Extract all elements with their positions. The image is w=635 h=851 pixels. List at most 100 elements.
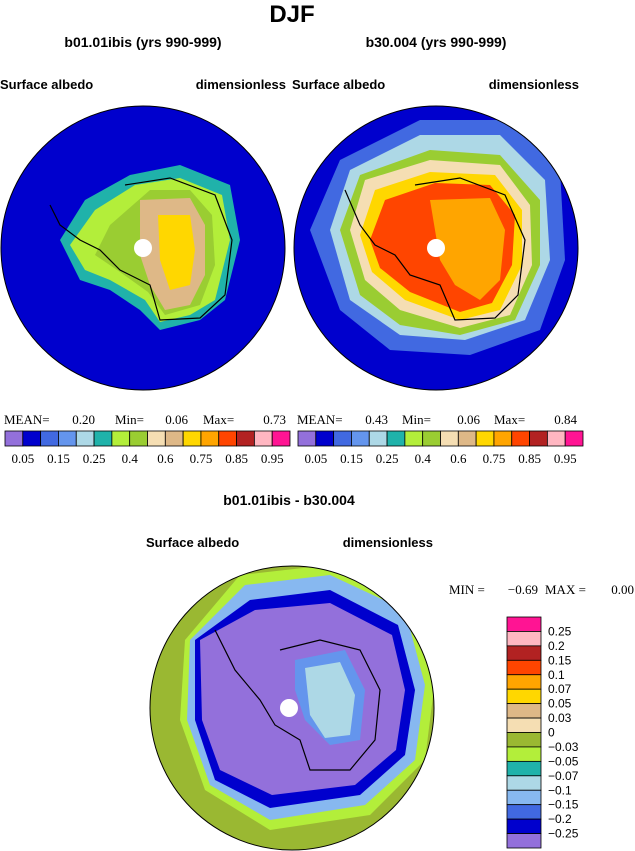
units-label: dimensionless [489,77,579,92]
colorbar-box [40,430,59,447]
stats: MEAN= 0.20 Min= 0.06 Max= 0.73 MEAN= 0.4… [4,412,578,427]
units-label: dimensionless [343,535,433,550]
panel-title: b01.01ibis - b30.004 [223,492,355,508]
colorbar-label: 0.25 [83,451,106,466]
colorbar-label: 0.4 [415,451,432,466]
colorbar-label: 0.85 [518,451,541,466]
colorbar-box [386,430,406,447]
colorbar-label: 0.05 [11,451,34,466]
stat-value: 0.43 [365,412,388,427]
colorbar-box [368,430,388,447]
colorbar-box [297,430,317,447]
colorbar-label: 0.15 [548,653,572,667]
colorbar-box [457,430,477,447]
colorbar-box [506,789,542,806]
colorbar-box [129,430,148,447]
colorbar-box [111,430,131,447]
stat-value: 0.06 [457,412,480,427]
colorbar-label: 0.75 [483,451,506,466]
colorbar-label: 0.75 [190,451,213,466]
stat-label: Min= [115,412,144,427]
stat-label: MAX = [545,582,586,597]
colorbar-box [506,833,542,849]
colorbar-box [506,804,542,820]
stat-label: MEAN= [4,412,50,427]
stat-value: −0.69 [508,582,538,597]
colorbar-label: 0.95 [554,451,577,466]
colorbar-box [404,430,424,447]
colorbar-box [506,703,542,719]
diff-stats: MIN = −0.69 MAX = 0.00 [449,582,634,597]
colorbar-box [475,430,495,447]
colorbar-box [351,430,370,447]
stat-value: 0.20 [72,412,95,427]
colorbar-label: −0.07 [548,769,579,783]
colorbar-box [506,732,542,748]
colorbar-box [236,430,255,447]
colorbar-box [546,430,566,447]
colorbar-box [506,717,542,733]
colorbar-label: 0.05 [304,451,327,466]
stat-value: 0.73 [263,412,286,427]
colorbar-label: 0 [548,726,555,740]
colorbar-box [506,659,542,676]
stat-label: Max= [494,412,525,427]
colorbar-box [506,631,542,647]
panel-title: b30.004 (yrs 990-999) [366,34,507,50]
colorbar-box [506,818,542,834]
stat-label: Max= [203,412,234,427]
colorbar-label: −0.03 [548,740,579,754]
colorbar-box [93,430,113,447]
colorbar-label: 0.85 [225,451,248,466]
variable-label: Surface albedo [146,535,239,550]
colorbar-label: 0.07 [548,682,572,696]
stat-label: MEAN= [297,412,343,427]
colorbar-box [506,645,542,661]
stat-label: MIN = [449,582,485,597]
panel-title: b01.01ibis (yrs 990-999) [64,34,221,50]
colorbar-box [506,775,542,791]
colorbar-label: 0.25 [376,451,399,466]
colorbar-box [506,760,542,777]
colorbar-label: 0.03 [548,711,572,725]
colorbar-box [506,674,542,690]
colorbar-label: −0.25 [548,827,579,841]
units-label: dimensionless [196,77,286,92]
main-title: DJF [269,1,314,28]
colorbar-label: 0.25 [548,624,572,638]
stat-value: 0.06 [165,412,188,427]
colorbar-box [271,430,291,447]
colorbar-box [200,430,220,447]
colorbar-label: −0.15 [548,798,579,812]
stat-value: 0.84 [554,412,577,427]
colorbar-label: 0.15 [47,451,70,466]
colorbar-box [506,746,542,762]
stat-label: Min= [402,412,431,427]
colorbar-box [511,430,530,447]
colorbar-box [564,430,584,447]
colorbar-label: 0.6 [450,451,467,466]
colorbar-box [58,430,77,447]
colorbar-box [506,688,542,705]
colorbar-label: 0.15 [340,451,363,466]
colorbar-box [164,430,184,447]
colorbar-label: −0.1 [548,783,572,797]
colorbar-label: 0.05 [548,697,572,711]
colorbar-box [493,430,513,447]
colorbar-label: 0.4 [122,451,139,466]
colorbar-box [422,430,441,447]
colorbar-box [333,430,352,447]
colorbar-label: −0.05 [548,754,579,768]
colorbar-box [218,430,237,447]
colorbar-box [182,430,202,447]
variable-label: Surface albedo [292,77,385,92]
colorbar-label: −0.2 [548,812,572,826]
colorbar-box [440,430,459,447]
colorbar-box [506,616,542,632]
colorbar-box [253,430,273,447]
colorbar-label: 0.2 [548,639,565,653]
variable-label: Surface albedo [0,77,93,92]
colorbar-box [529,430,548,447]
colorbar-box [4,430,24,447]
